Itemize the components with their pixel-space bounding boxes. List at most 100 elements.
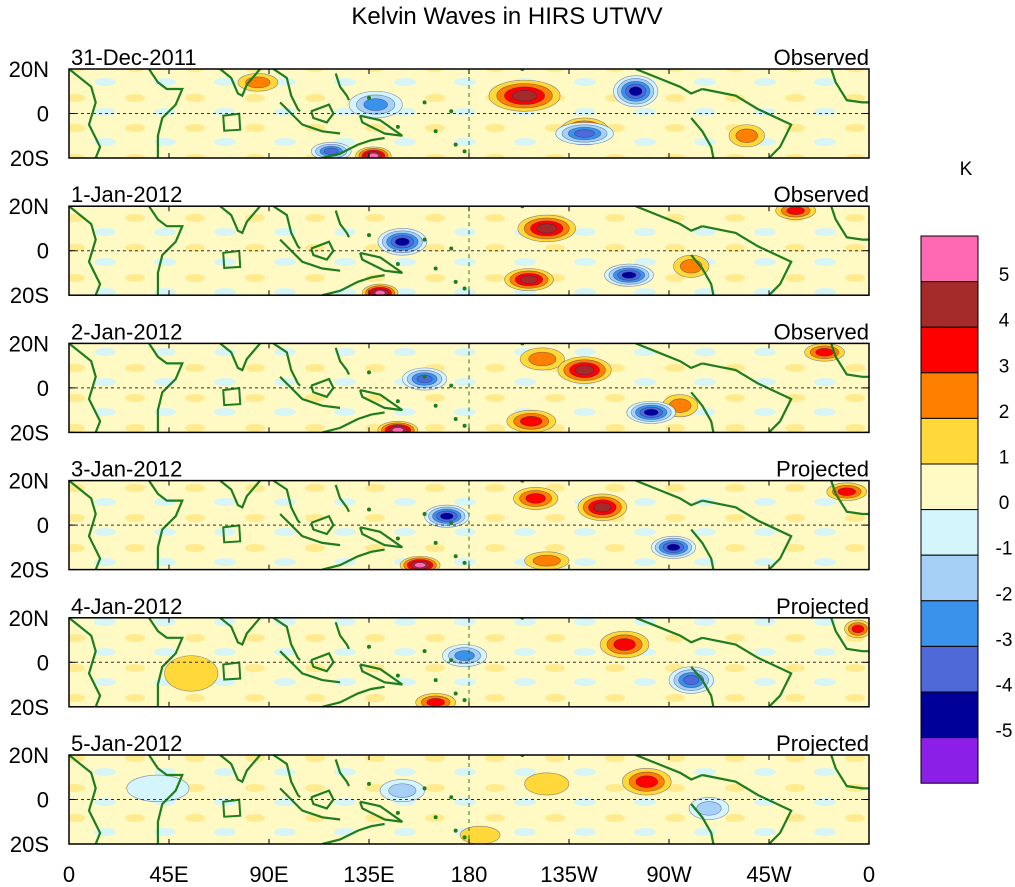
region-box — [222, 798, 242, 818]
anomaly-contour — [574, 365, 595, 376]
anomaly-contour — [635, 775, 658, 788]
coastline — [69, 617, 102, 707]
colorbar-swatch — [920, 326, 979, 374]
colorbar-label: 1 — [999, 448, 1010, 469]
island-marker — [395, 673, 400, 678]
island-marker — [367, 781, 371, 786]
anomaly-contour — [520, 416, 543, 427]
coastline — [690, 117, 715, 158]
panel-date: 1-Jan-2012 — [71, 182, 182, 207]
y-tick-label: 0 — [37, 376, 49, 401]
coastline — [272, 480, 301, 524]
panel-status: Projected — [776, 594, 869, 619]
anomaly-contour — [683, 675, 700, 686]
coastline — [359, 251, 403, 274]
island-marker — [449, 246, 454, 251]
anomaly-contour — [536, 223, 558, 234]
y-tick-label: 20N — [9, 606, 49, 631]
coastline — [334, 759, 350, 787]
island-marker — [453, 828, 458, 833]
island-marker — [449, 658, 454, 663]
island-marker — [433, 129, 438, 134]
anomaly-contour — [851, 624, 865, 634]
island-marker — [453, 417, 458, 422]
coastline — [702, 225, 793, 296]
island-marker — [433, 540, 438, 545]
coastline — [359, 114, 403, 137]
y-tick-label: 20N — [9, 331, 49, 356]
anomaly-contour — [525, 493, 546, 504]
coastline — [635, 480, 703, 507]
island-marker — [462, 286, 467, 291]
island-marker — [433, 815, 438, 820]
island-marker — [422, 649, 427, 654]
anomaly-field — [69, 617, 869, 707]
coastline — [830, 69, 869, 104]
coastline — [69, 69, 102, 158]
colorbar-swatch — [920, 463, 979, 511]
anomaly-contour — [643, 408, 659, 416]
x-tick-label: 45W — [746, 862, 791, 887]
y-tick-label: 20S — [10, 695, 49, 720]
anomaly-contour — [323, 147, 339, 155]
island-marker — [462, 423, 467, 428]
panel-date: 3-Jan-2012 — [71, 457, 182, 482]
island-marker — [395, 810, 400, 815]
anomaly-contour — [815, 348, 834, 357]
island-marker — [367, 644, 371, 649]
y-tick-label: 20S — [10, 420, 49, 445]
region-box — [222, 112, 242, 132]
panel-status: Projected — [776, 731, 869, 756]
colorbar-label: -3 — [996, 630, 1013, 651]
coastline — [272, 343, 301, 387]
coastline — [219, 206, 261, 235]
island-marker — [367, 233, 371, 238]
x-tick-label: 0 — [63, 862, 75, 887]
coastline — [310, 514, 335, 536]
y-tick-label: 20S — [10, 558, 49, 583]
island-marker — [453, 554, 458, 559]
x-tick-label: 135E — [343, 862, 394, 887]
coastline — [334, 347, 350, 375]
anomaly-contour — [374, 290, 386, 296]
coastline — [219, 480, 261, 509]
y-tick-label: 0 — [37, 650, 49, 675]
panel-status: Observed — [774, 45, 869, 70]
coastline — [702, 87, 793, 158]
colorbar-swatch — [920, 554, 979, 602]
anomaly-contour — [388, 783, 417, 798]
anomaly-contour — [391, 427, 404, 433]
coastline — [310, 652, 335, 673]
map-panel: 20N 0 20S 5-Jan-2012 Projected — [9, 731, 870, 857]
island-marker — [462, 698, 467, 703]
coastline — [690, 391, 715, 433]
anomaly-contour — [440, 512, 454, 520]
map-panel: 20N 0 20S 2-Jan-2012 Observed — [9, 319, 870, 445]
coastline — [635, 206, 703, 232]
anomaly-contour — [532, 554, 561, 567]
coastline — [322, 822, 385, 844]
island-marker — [453, 279, 458, 284]
anomaly-contour — [164, 655, 219, 692]
coastline — [148, 206, 184, 296]
anomaly-contour — [126, 774, 190, 803]
panel-status: Observed — [774, 182, 869, 207]
x-tick-label: 0 — [863, 862, 875, 887]
anomaly-contour — [524, 772, 570, 796]
coastline — [69, 206, 102, 296]
island-marker — [395, 262, 400, 267]
anomaly-contour — [528, 351, 557, 367]
y-tick-label: 0 — [37, 513, 49, 538]
coastline — [334, 210, 350, 238]
coastline — [148, 343, 184, 433]
coastline — [322, 685, 385, 707]
island-marker — [462, 149, 467, 154]
colorbar-swatch — [920, 235, 979, 283]
coastline — [690, 254, 715, 296]
island-marker — [433, 678, 438, 683]
anomaly-contour — [666, 543, 681, 551]
y-tick-label: 20N — [9, 57, 49, 82]
coastline — [322, 274, 385, 296]
coastline — [272, 69, 301, 113]
anomaly-contour — [520, 275, 538, 284]
